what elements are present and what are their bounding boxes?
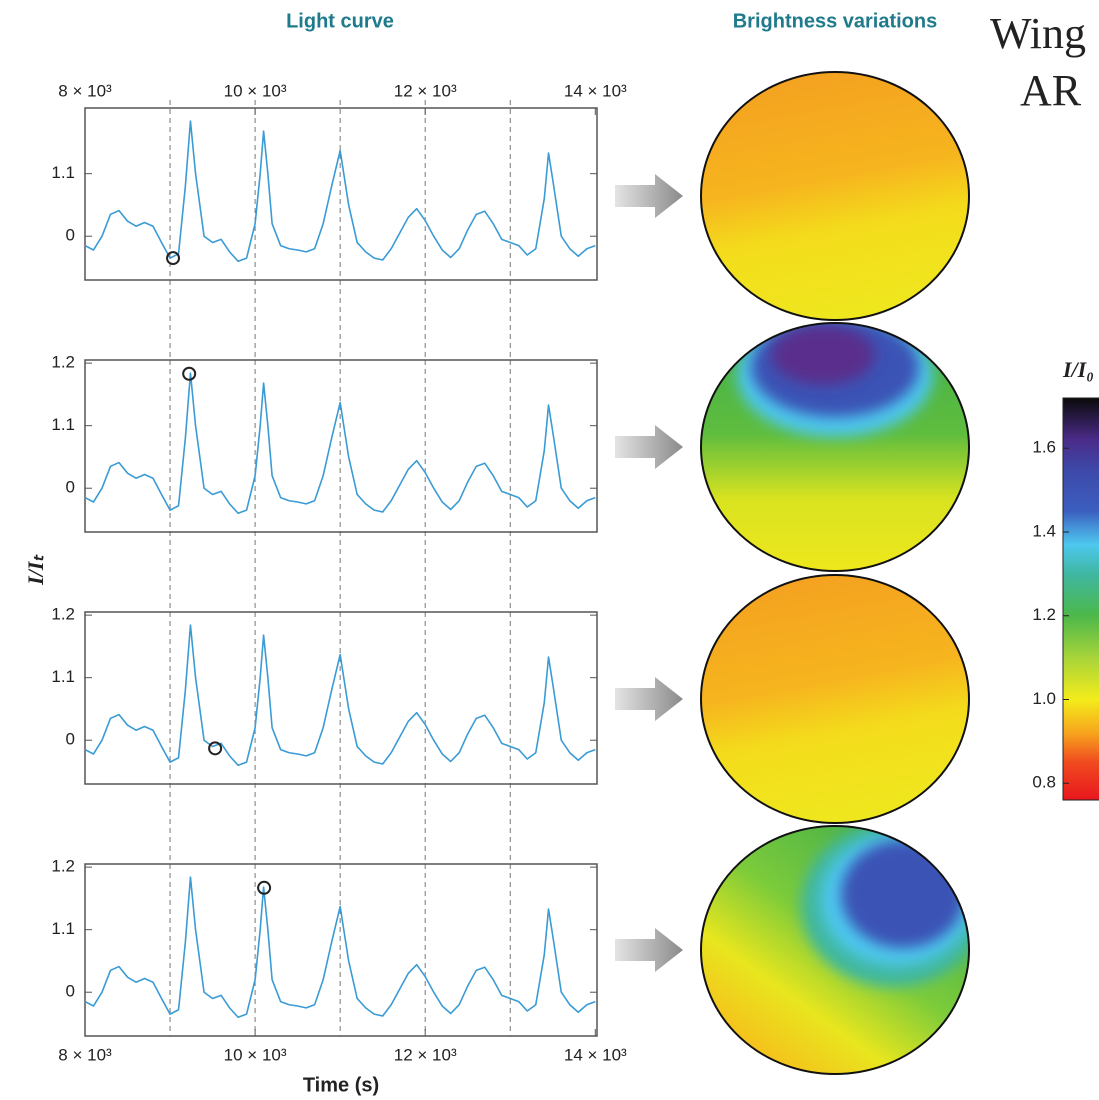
y-tick-label: 0 [66, 478, 75, 497]
y-tick-label: 1.1 [51, 667, 75, 686]
time-marker [257, 880, 272, 895]
arrows [615, 174, 683, 972]
colorbar-tick-label: 1.6 [1032, 438, 1056, 457]
star-map [700, 574, 970, 824]
time-marker [166, 251, 181, 266]
colorbar-tick-label: 1.2 [1032, 605, 1056, 624]
y-axis-label: I/Iₜ [23, 554, 48, 586]
y-tick-label: 1.1 [51, 919, 75, 938]
panel: 1.2 1.1 0 8 × 10³ 10 × 10³ 12 × 10³ 14 × 10³ Ti… [51, 857, 627, 1097]
panel: 1.2 1.1 0 [51, 605, 598, 864]
x-axis-label: Time (s) [303, 1074, 379, 1096]
light-curve [84, 120, 596, 263]
x-tick-label: 8 × 10³ [58, 81, 112, 100]
y-tick-label: 1.2 [51, 605, 75, 624]
light-curve [84, 876, 596, 1019]
arrow [615, 174, 683, 218]
left-title: Light curve [286, 10, 394, 32]
colorbar-tick-label: 1.0 [1032, 689, 1056, 708]
x-tick-label: 12 × 10³ [394, 1045, 457, 1064]
colorbar-tick-label: 0.8 [1032, 773, 1056, 792]
panel: 1.1 0 8 × 10³ 10 × 10³ 12 × 10³ 14 × 10³ [51, 81, 627, 360]
star-map [700, 322, 970, 572]
y-tick-label: 0 [66, 730, 75, 749]
y-tick-label: 0 [66, 226, 75, 245]
x-tick-label: 10 × 10³ [224, 1045, 287, 1064]
time-marker [182, 366, 197, 381]
plot-frame [84, 107, 598, 281]
star-map [700, 71, 970, 321]
light-curve [84, 624, 596, 767]
y-tick-label: 0 [66, 982, 75, 1001]
y-tick-label: 1.1 [51, 415, 75, 434]
plot-frame [84, 863, 598, 1037]
cropped-text: AR [1020, 66, 1082, 115]
x-tick-label: 14 × 10³ [564, 81, 627, 100]
cropped-text: Wing [990, 9, 1086, 58]
y-tick-label: 1.2 [51, 353, 75, 372]
x-tick-label: 10 × 10³ [224, 81, 287, 100]
colorbar-tick-label: 1.4 [1032, 521, 1056, 540]
y-tick-label: 1.2 [51, 857, 75, 876]
star-map [700, 825, 970, 1075]
time-marker [208, 741, 223, 756]
x-tick-label: 12 × 10³ [394, 81, 457, 100]
light-curve [84, 372, 596, 515]
plot-frame [84, 611, 598, 785]
arrow [615, 677, 683, 721]
panel: 1.2 1.1 0 [51, 353, 598, 612]
plot-frame [84, 359, 598, 533]
arrow [615, 928, 683, 972]
x-tick-label: 8 × 10³ [58, 1045, 112, 1064]
x-tick-label: 14 × 10³ [564, 1045, 627, 1064]
right-title: Brightness variations [733, 10, 938, 32]
colorbar [1062, 397, 1099, 801]
y-tick-label: 1.1 [51, 163, 75, 182]
arrow [615, 425, 683, 469]
colorbar-label: I/I₀ [1062, 357, 1094, 382]
